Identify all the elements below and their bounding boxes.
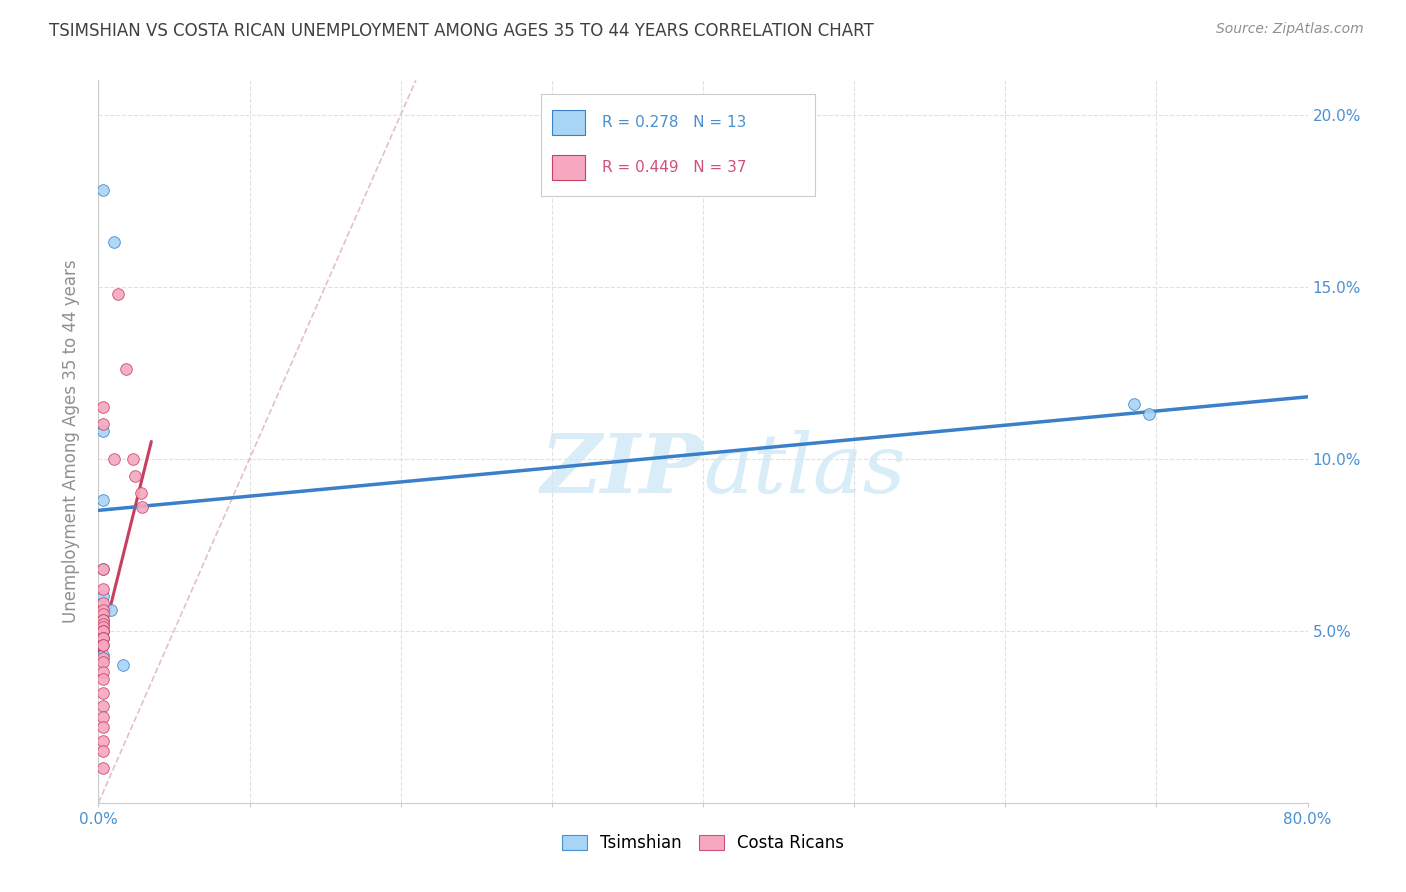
Point	[91, 638, 114, 652]
Point	[91, 734, 114, 748]
Point	[91, 624, 114, 638]
Point	[114, 362, 136, 376]
Point	[91, 607, 114, 621]
Point	[91, 616, 114, 631]
Point	[129, 486, 152, 500]
Point	[91, 417, 114, 432]
Point	[91, 624, 114, 638]
Point	[91, 614, 114, 628]
FancyBboxPatch shape	[553, 110, 585, 135]
Point	[91, 631, 114, 645]
Text: atlas: atlas	[703, 431, 905, 510]
Point	[122, 451, 145, 466]
Point	[103, 235, 125, 249]
Text: R = 0.278   N = 13: R = 0.278 N = 13	[602, 115, 747, 130]
Point	[91, 655, 114, 669]
Text: R = 0.449   N = 37: R = 0.449 N = 37	[602, 160, 747, 175]
Point	[91, 616, 114, 631]
Point	[91, 699, 114, 714]
Point	[100, 603, 122, 617]
Point	[91, 424, 114, 438]
Point	[1137, 407, 1160, 421]
Text: ZIP: ZIP	[540, 431, 703, 510]
Point	[91, 624, 114, 638]
Point	[131, 500, 153, 514]
Point	[91, 582, 114, 597]
Point	[91, 596, 114, 610]
Point	[91, 686, 114, 700]
FancyBboxPatch shape	[553, 155, 585, 180]
Point	[91, 624, 114, 638]
Text: TSIMSHIAN VS COSTA RICAN UNEMPLOYMENT AMONG AGES 35 TO 44 YEARS CORRELATION CHAR: TSIMSHIAN VS COSTA RICAN UNEMPLOYMENT AM…	[49, 22, 875, 40]
Point	[91, 614, 114, 628]
Point	[91, 562, 114, 576]
Point	[91, 183, 114, 197]
Point	[107, 286, 129, 301]
Point	[91, 631, 114, 645]
Point	[91, 710, 114, 724]
Point	[91, 493, 114, 508]
Point	[91, 400, 114, 414]
Point	[91, 720, 114, 734]
Point	[103, 451, 125, 466]
Point	[91, 672, 114, 686]
Point	[124, 469, 146, 483]
Point	[91, 620, 114, 634]
Point	[91, 648, 114, 662]
Point	[91, 603, 114, 617]
Point	[111, 658, 134, 673]
Point	[91, 744, 114, 758]
Point	[91, 590, 114, 604]
Point	[91, 651, 114, 665]
Text: Source: ZipAtlas.com: Source: ZipAtlas.com	[1216, 22, 1364, 37]
Legend: Tsimshian, Costa Ricans: Tsimshian, Costa Ricans	[562, 834, 844, 852]
Y-axis label: Unemployment Among Ages 35 to 44 years: Unemployment Among Ages 35 to 44 years	[62, 260, 80, 624]
Point	[91, 665, 114, 679]
Point	[91, 631, 114, 645]
Point	[91, 638, 114, 652]
Point	[91, 562, 114, 576]
Point	[1122, 397, 1144, 411]
Point	[91, 761, 114, 775]
